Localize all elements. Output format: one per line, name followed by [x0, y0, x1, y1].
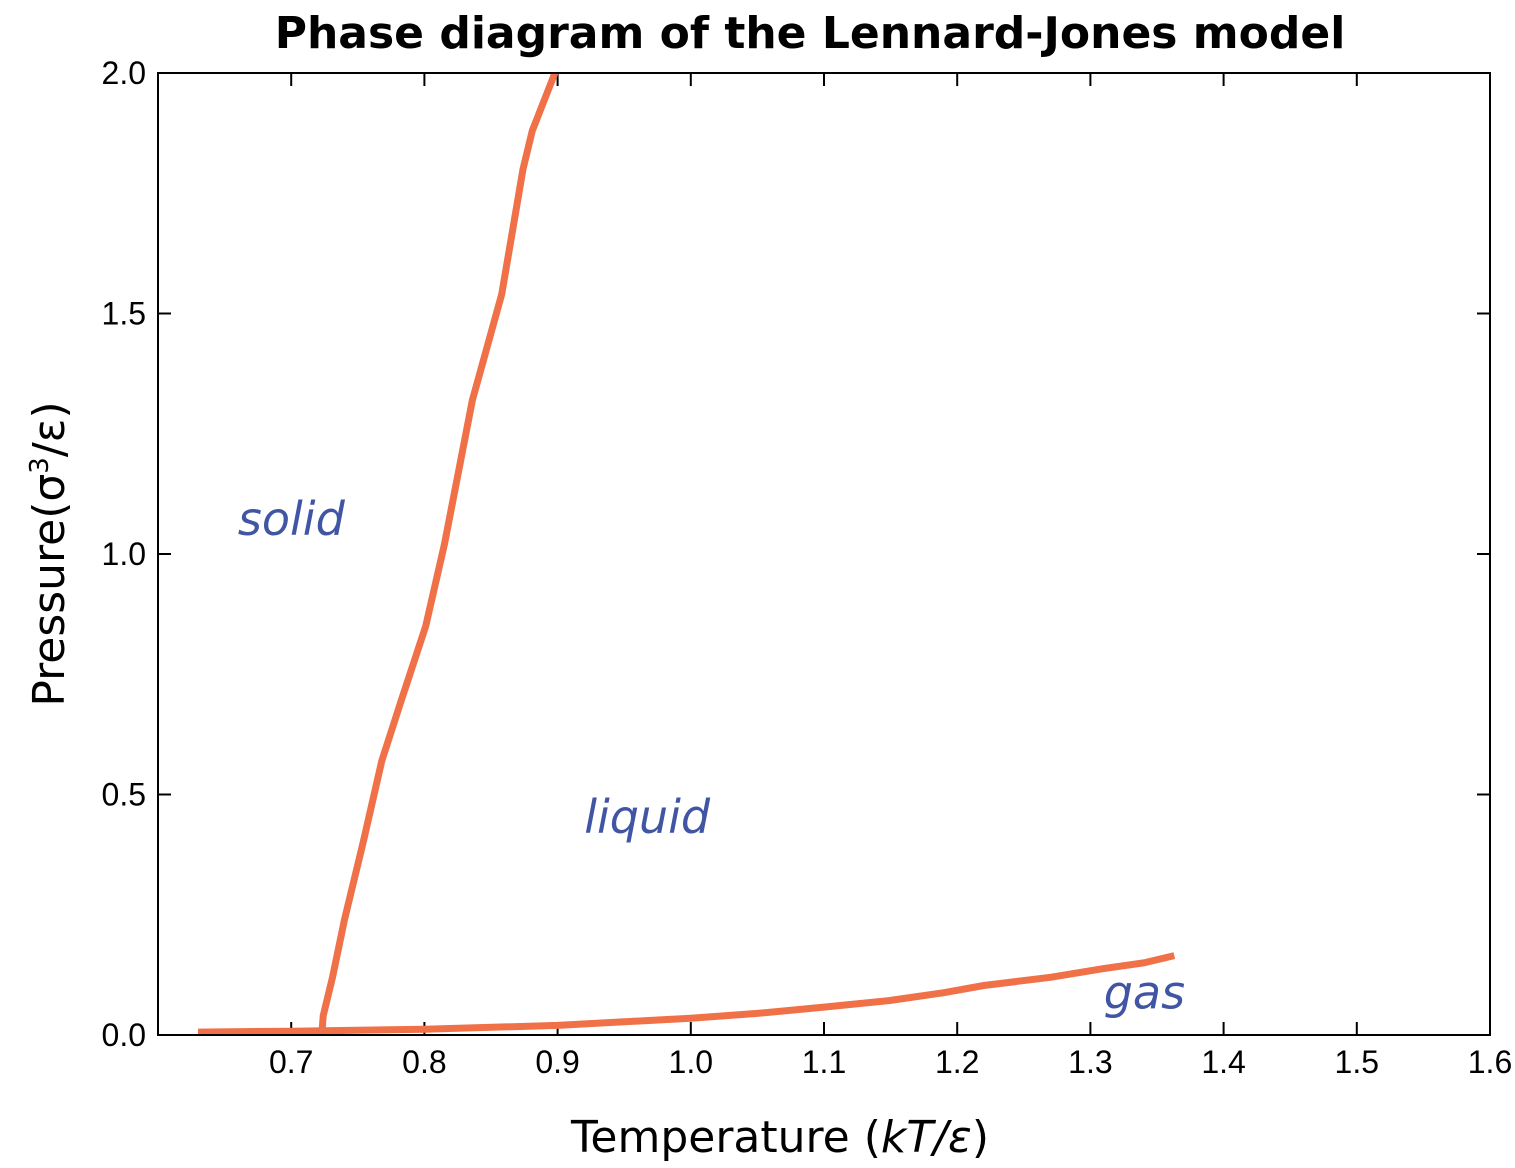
- x-tick-label: 1.2: [935, 1044, 979, 1080]
- x-tick-label: 1.5: [1335, 1044, 1379, 1080]
- x-tick-label: 0.7: [269, 1044, 313, 1080]
- region-labels: solid liquid gas: [238, 492, 1185, 1020]
- region-label-liquid: liquid: [584, 790, 711, 844]
- x-axis-label-part-1: Temperature (: [570, 1112, 881, 1163]
- y-tick-label: 0.5: [102, 777, 146, 813]
- series-line-1: [318, 71, 559, 1036]
- x-axis-label-part-2: kT/ε: [881, 1112, 972, 1163]
- y-tick-label: 1.0: [102, 536, 146, 572]
- y-axis-label: Pressure(σ3/ε): [24, 401, 75, 706]
- y-tick-label: 1.5: [102, 296, 146, 332]
- y-axis-label-superscript: 3: [25, 457, 55, 474]
- chart-title: Phase diagram of the Lennard-Jones model: [275, 8, 1346, 59]
- x-tick-label: 1.3: [1068, 1044, 1112, 1080]
- x-tick-label: 1.4: [1201, 1044, 1245, 1080]
- axis-ticks: 0.7 0.8 0.9 1.0 1.1 1.2 1.3 1.4 1.5 1.6 0.0 0.5 1.0 1…: [102, 55, 1513, 1080]
- y-axis-label-part-3: /ε): [24, 401, 75, 457]
- y-tick-label: 0.0: [102, 1017, 146, 1053]
- x-tick-label: 1.0: [669, 1044, 713, 1080]
- y-axis-label-part-1: Pressure(σ: [24, 474, 75, 707]
- series-line-2: [197, 952, 1176, 1036]
- series-group: [197, 71, 1176, 1036]
- region-label-gas: gas: [1104, 966, 1185, 1020]
- x-axis-label: Temperature (kT/ε): [570, 1112, 989, 1163]
- x-tick-label: 0.8: [402, 1044, 446, 1080]
- x-tick-label: 1.6: [1468, 1044, 1512, 1080]
- plot-frame: [157, 72, 1491, 1036]
- x-tick-label: 0.9: [535, 1044, 579, 1080]
- x-axis-label-part-3: ): [972, 1112, 989, 1163]
- region-label-solid: solid: [238, 492, 346, 546]
- y-tick-label: 2.0: [102, 55, 146, 91]
- x-tick-label: 1.1: [802, 1044, 846, 1080]
